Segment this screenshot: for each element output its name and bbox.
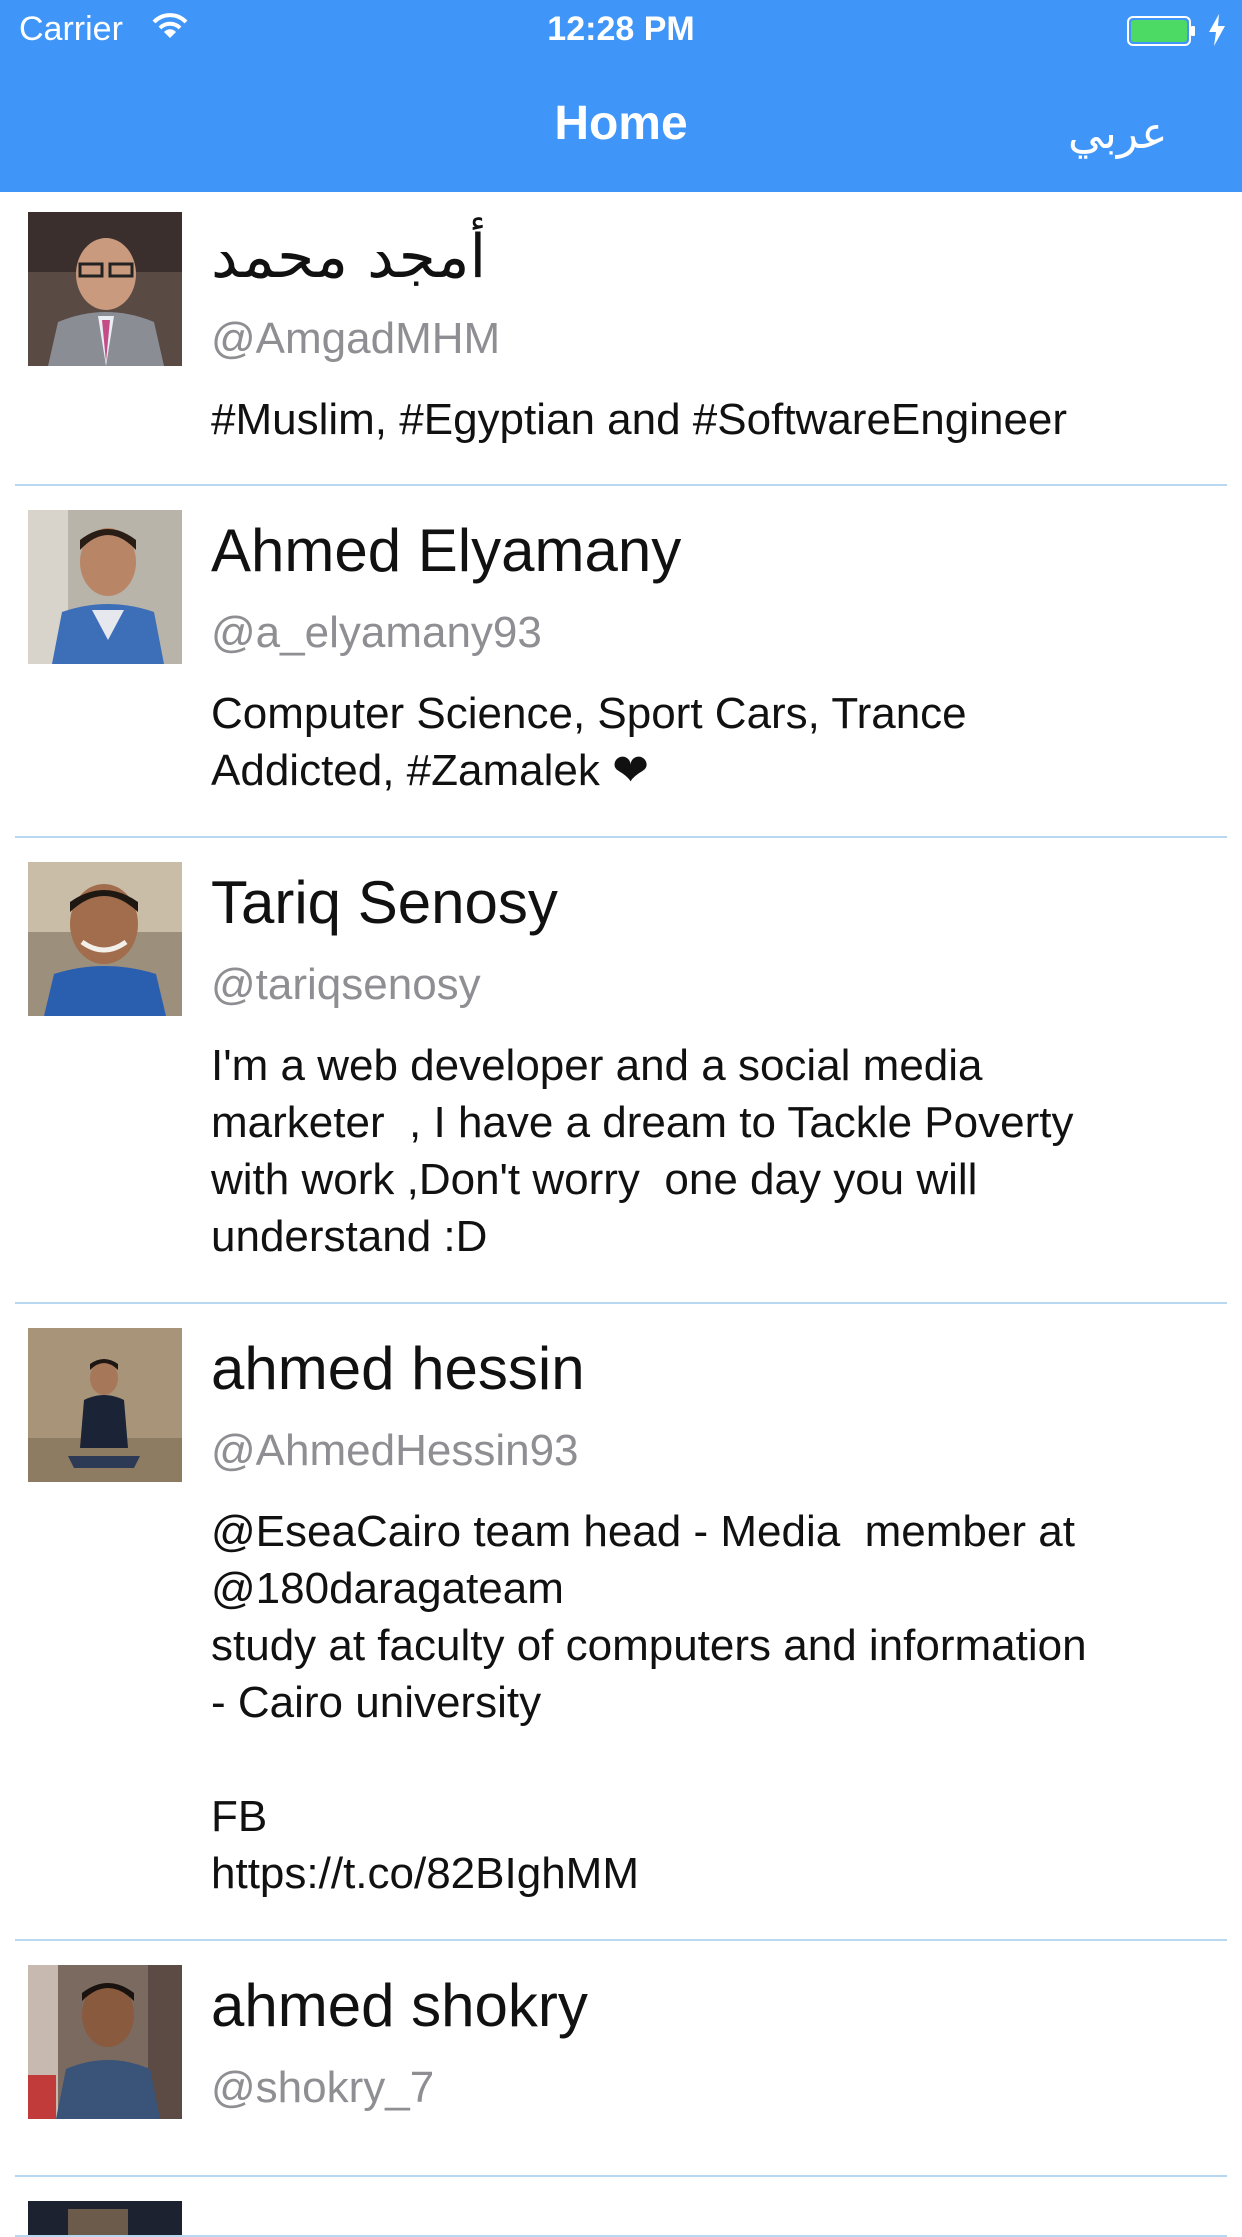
avatar xyxy=(28,212,182,366)
list-item[interactable] xyxy=(0,2177,1242,2237)
user-handle: @tariqsenosy xyxy=(211,960,481,1009)
user-handle: @AhmedHessin93 xyxy=(211,1426,579,1475)
page-title: Home xyxy=(554,97,688,150)
user-name: أمجد محمد xyxy=(211,222,487,292)
user-name: Ahmed Elyamany xyxy=(211,517,682,584)
charging-icon xyxy=(1209,14,1225,46)
list-item[interactable]: ahmed hessin @AhmedHessin93 @EseaCairo t… xyxy=(0,1304,1242,1941)
list-item[interactable]: ahmed shokry @shokry_7 xyxy=(0,1941,1242,2177)
avatar xyxy=(28,1328,182,1482)
language-toggle-button[interactable]: عربي xyxy=(1068,108,1168,159)
user-bio: #Muslim, #Egyptian and #SoftwareEngineer xyxy=(211,395,1068,444)
carrier-label: Carrier xyxy=(19,10,123,48)
avatar xyxy=(28,1965,182,2119)
avatar xyxy=(28,2201,182,2237)
navigation-header: Carrier 12:28 PM Home عربي xyxy=(0,0,1242,192)
wifi-icon xyxy=(152,13,188,38)
avatar xyxy=(28,510,182,664)
battery-icon xyxy=(1127,16,1195,46)
list-item[interactable]: Ahmed Elyamany @a_elyamany93 Computer Sc… xyxy=(0,486,1242,838)
user-handle: @AmgadMHM xyxy=(211,314,501,363)
user-name: ahmed shokry xyxy=(211,1972,588,2039)
user-name: ahmed hessin xyxy=(211,1335,585,1402)
user-list[interactable]: أمجد محمد @AmgadMHM #Muslim, #Egyptian a… xyxy=(0,192,1242,2237)
user-name: Tariq Senosy xyxy=(211,869,558,936)
avatar xyxy=(28,862,182,1016)
list-item[interactable]: Tariq Senosy @tariqsenosy I'm a web deve… xyxy=(0,838,1242,1304)
user-bio: I'm a web developer and a social media m… xyxy=(211,1041,1074,1261)
user-bio: @EseaCairo team head - Media member at @… xyxy=(211,1507,1087,1898)
user-handle: @shokry_7 xyxy=(211,2063,435,2112)
status-time: 12:28 PM xyxy=(547,10,695,48)
user-handle: @a_elyamany93 xyxy=(211,608,542,657)
list-item[interactable]: أمجد محمد @AmgadMHM #Muslim, #Egyptian a… xyxy=(0,192,1242,486)
status-bar: Carrier 12:28 PM xyxy=(0,0,1242,60)
user-bio: Computer Science, Sport Cars, Trance Add… xyxy=(211,689,967,795)
